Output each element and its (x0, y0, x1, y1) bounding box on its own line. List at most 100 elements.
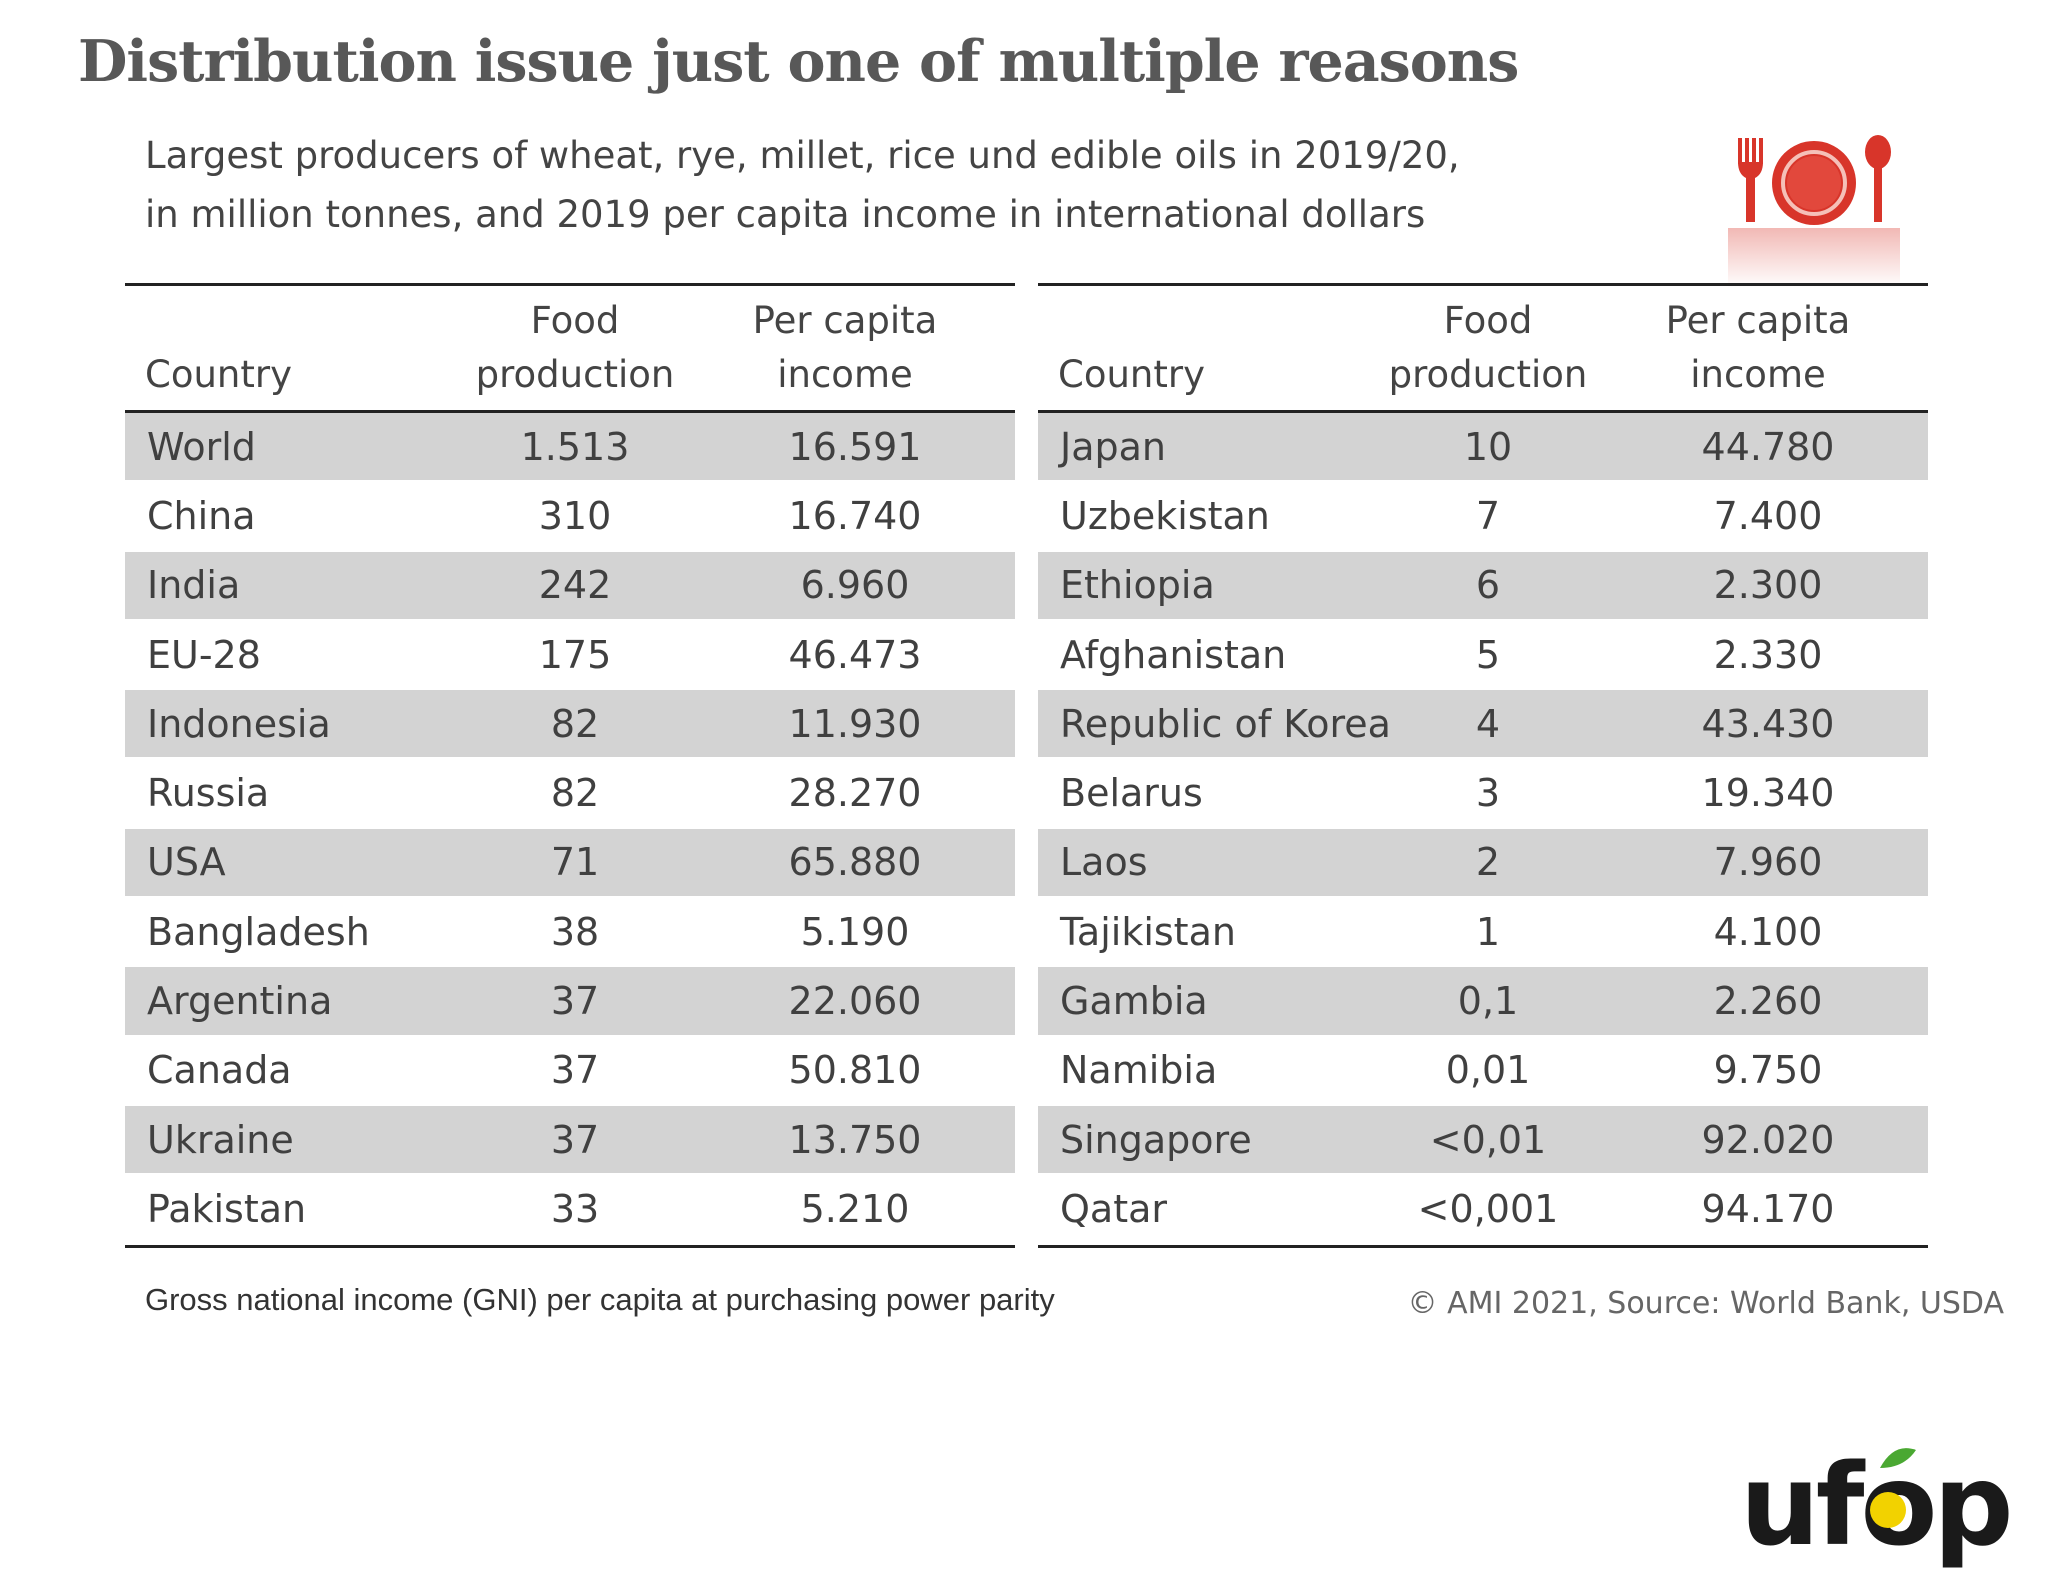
subtitle-line-1: Largest producers of wheat, rye, millet,… (145, 134, 1460, 177)
table-row: USA 71 65.880 (125, 828, 1015, 899)
table-row: Bangladesh 38 5.190 (125, 898, 1015, 968)
table-row: Argentina 37 22.060 (125, 967, 1015, 1037)
cell-per-capita-income: 2.330 (1713, 632, 1823, 677)
chart-title: Distribution issue just one of multiple … (78, 28, 1519, 95)
cell-per-capita-income: 4.100 (1713, 909, 1823, 954)
cell-food-production: 175 (538, 632, 612, 677)
cell-country: India (147, 563, 241, 608)
cell-per-capita-income: 13.750 (788, 1117, 922, 1162)
table-row: Singapore <0,01 92.020 (1038, 1105, 1928, 1176)
table-row: Japan 10 44.780 (1038, 413, 1928, 483)
cell-food-production: 242 (538, 563, 612, 608)
cell-country: Singapore (1060, 1117, 1252, 1162)
cell-per-capita-income: 9.750 (1713, 1048, 1823, 1093)
cell-country: Uzbekistan (1060, 493, 1270, 538)
table-row: Ukraine 37 13.750 (125, 1105, 1015, 1176)
cell-per-capita-income: 43.430 (1701, 701, 1835, 746)
cell-per-capita-income: 16.740 (788, 493, 922, 538)
header-food-production: Food production (1388, 299, 1588, 396)
cell-country: Qatar (1060, 1186, 1168, 1231)
cell-country: EU-28 (147, 632, 261, 677)
table-row: Canada 37 50.810 (125, 1037, 1015, 1106)
cell-food-production: 4 (1475, 701, 1501, 746)
table-row: World 1.513 16.591 (125, 413, 1015, 483)
header-country: Country (1058, 353, 1205, 396)
table-row: Afghanistan 5 2.330 (1038, 621, 1928, 691)
cell-food-production: 2 (1475, 840, 1501, 885)
cell-per-capita-income: 44.780 (1701, 424, 1835, 469)
cell-food-production: 1 (1475, 909, 1501, 954)
cell-country: Bangladesh (147, 909, 370, 954)
cell-per-capita-income: 5.190 (800, 909, 910, 954)
cell-country: Pakistan (147, 1186, 307, 1231)
cell-country: Laos (1060, 840, 1148, 885)
left-table: Country Food production Per capita incom… (125, 283, 1015, 1248)
cell-food-production: <0,001 (1417, 1186, 1559, 1231)
table-row: Ethiopia 6 2.300 (1038, 551, 1928, 621)
table-row: Qatar <0,001 94.170 (1038, 1175, 1928, 1245)
cell-country: Republic of Korea (1060, 701, 1391, 746)
header-food-production: Food production (475, 299, 675, 396)
cell-per-capita-income: 19.340 (1701, 771, 1835, 816)
cell-food-production: 310 (538, 493, 612, 538)
table-row: Russia 82 28.270 (125, 759, 1015, 829)
cell-per-capita-income: 50.810 (788, 1048, 922, 1093)
table-row: Indonesia 82 11.930 (125, 690, 1015, 760)
table-row: India 242 6.960 (125, 551, 1015, 621)
cell-food-production: 37 (550, 979, 600, 1024)
cell-per-capita-income: 16.591 (788, 424, 922, 469)
cell-food-production: 6 (1475, 563, 1501, 608)
cell-food-production: 3 (1475, 771, 1501, 816)
cell-food-production: 1.513 (520, 424, 630, 469)
cell-food-production: 5 (1475, 632, 1501, 677)
subtitle-line-2: in million tonnes, and 2019 per capita i… (145, 193, 1426, 236)
cell-country: Belarus (1060, 771, 1203, 816)
left-table-body: World 1.513 16.591 China 310 16.740 India 242 6.… (125, 413, 1015, 1248)
cell-food-production: 7 (1475, 493, 1501, 538)
cell-per-capita-income: 6.960 (800, 563, 910, 608)
plate-fork-spoon-icon (1728, 135, 1900, 288)
cell-per-capita-income: 11.930 (788, 701, 922, 746)
cell-country: USA (147, 840, 226, 885)
cell-food-production: 38 (550, 909, 600, 954)
cell-country: China (147, 493, 256, 538)
cell-food-production: 71 (550, 840, 600, 885)
cell-country: Afghanistan (1060, 632, 1287, 677)
cell-food-production: 82 (550, 701, 600, 746)
cell-per-capita-income: 65.880 (788, 840, 922, 885)
cell-food-production: 0,01 (1445, 1048, 1531, 1093)
table-row: Tajikistan 1 4.100 (1038, 898, 1928, 968)
header-per-capita-income: Per capita income (1665, 299, 1851, 396)
cell-per-capita-income: 92.020 (1701, 1117, 1835, 1162)
table-row: Laos 2 7.960 (1038, 828, 1928, 899)
cell-food-production: 82 (550, 771, 600, 816)
cell-country: Namibia (1060, 1048, 1218, 1093)
cell-food-production: 0,1 (1457, 979, 1519, 1024)
cell-per-capita-income: 94.170 (1701, 1186, 1835, 1231)
cell-per-capita-income: 7.960 (1713, 840, 1823, 885)
source-credit: © AMI 2021, Source: World Bank, USDA (1407, 1286, 2004, 1321)
cell-per-capita-income: 28.270 (788, 771, 922, 816)
header-country: Country (145, 353, 292, 396)
table-row: EU-28 175 46.473 (125, 621, 1015, 691)
table-row: Namibia 0,01 9.750 (1038, 1037, 1928, 1106)
right-table-header: Country Food production Per capita incom… (1038, 283, 1928, 413)
cell-country: Russia (147, 771, 270, 816)
header-per-capita-income: Per capita income (752, 299, 938, 396)
cell-per-capita-income: 2.300 (1713, 563, 1823, 608)
table-row: Republic of Korea 4 43.430 (1038, 690, 1928, 760)
cell-country: Japan (1060, 424, 1166, 469)
cell-food-production: 10 (1463, 424, 1513, 469)
footnote: Gross national income (GNI) per capita a… (145, 1282, 1055, 1317)
table-row: Belarus 3 19.340 (1038, 759, 1928, 829)
right-table: Country Food production Per capita incom… (1038, 283, 1928, 1248)
left-table-header: Country Food production Per capita incom… (125, 283, 1015, 413)
table-row: Pakistan 33 5.210 (125, 1175, 1015, 1245)
ufop-logo: ufop (1740, 1441, 2014, 1571)
cell-country: Canada (147, 1048, 292, 1093)
cell-country: Ukraine (147, 1117, 294, 1162)
cell-per-capita-income: 46.473 (788, 632, 922, 677)
cell-per-capita-income: 22.060 (788, 979, 922, 1024)
table-row: Uzbekistan 7 7.400 (1038, 482, 1928, 552)
chart-subtitle: Largest producers of wheat, rye, millet,… (145, 126, 1565, 244)
